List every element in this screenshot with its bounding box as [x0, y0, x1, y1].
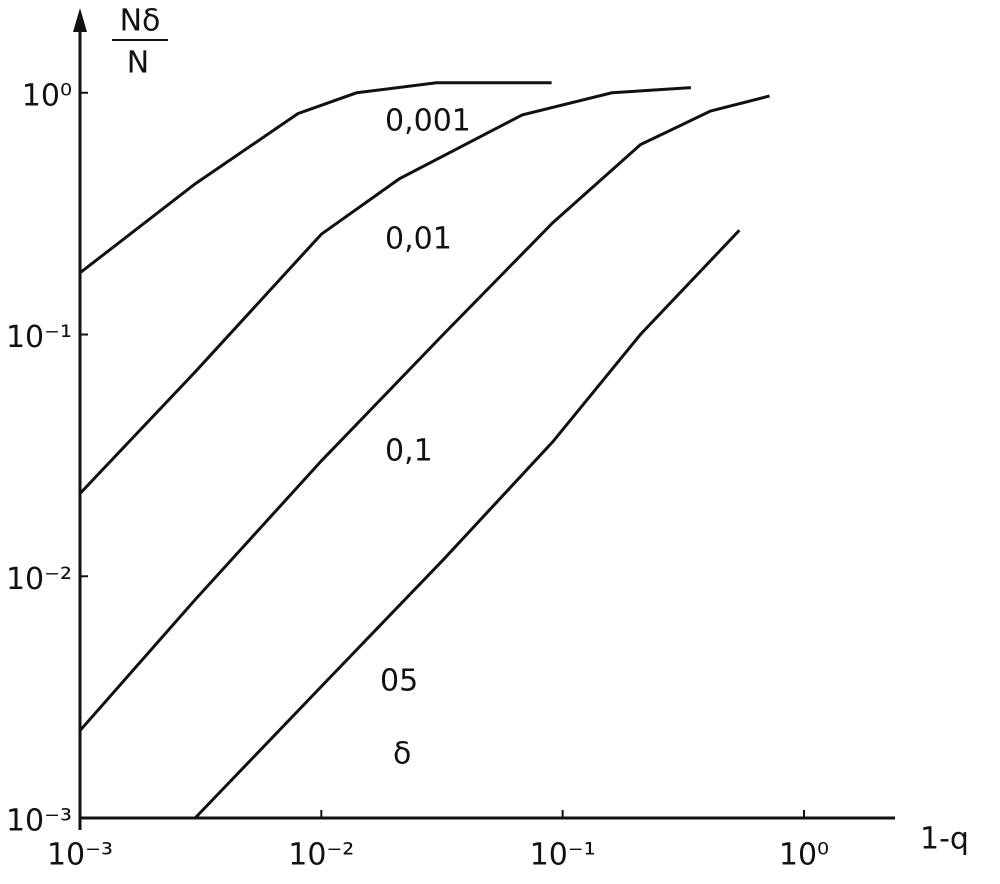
y-tick-label: 10⁻¹: [6, 320, 72, 355]
curve: [78, 86, 692, 495]
curve-label: 0,001: [385, 104, 471, 139]
curve-label: 0,1: [385, 434, 433, 469]
annotation: δ: [393, 737, 411, 772]
x-label: 1-q: [920, 822, 969, 857]
curve: [79, 81, 552, 274]
x-tick-label: 10⁻²: [288, 838, 354, 873]
curve-label: 0,01: [385, 222, 452, 257]
y-label-denominator: N: [127, 46, 149, 81]
y-tick-label: 10⁻³: [6, 804, 72, 839]
x-tick-label: 10⁻³: [47, 838, 113, 873]
curve: [194, 229, 741, 820]
x-tick-label: 10⁰: [779, 838, 829, 873]
y-axis-arrow: [73, 8, 87, 32]
y-tick-label: 10⁰: [22, 78, 72, 113]
x-tick-label: 10⁻¹: [530, 838, 596, 873]
y-label-numerator: Nδ: [120, 4, 161, 39]
curve: [78, 94, 770, 732]
y-tick-label: 10⁻²: [6, 562, 72, 597]
curve-label: 05: [380, 664, 418, 699]
